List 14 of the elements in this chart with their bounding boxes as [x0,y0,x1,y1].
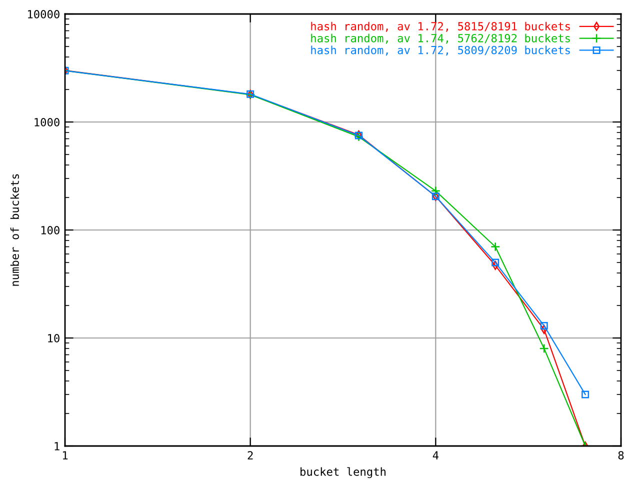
y-tick-label: 10 [48,334,60,342]
legend-label: hash random, av 1.72, 5815/8191 buckets [311,22,570,32]
y-tick-label: 1000 [34,118,60,126]
y-tick-label: 10000 [28,10,60,18]
y-tick-label: 1 [54,442,60,450]
x-axis-title: bucket length [300,467,386,478]
x-tick-label: 8 [618,451,624,460]
x-tick-label: 4 [432,451,438,460]
y-axis-title: number of buckets [10,174,19,286]
x-tick-label: 1 [62,451,68,460]
legend-label: hash random, av 1.72, 5809/8209 buckets [311,46,570,56]
y-tick-label: 100 [41,226,60,234]
x-tick-label: 2 [248,451,253,460]
legend-label: hash random, av 1.74, 5762/8192 buckets [311,34,570,44]
